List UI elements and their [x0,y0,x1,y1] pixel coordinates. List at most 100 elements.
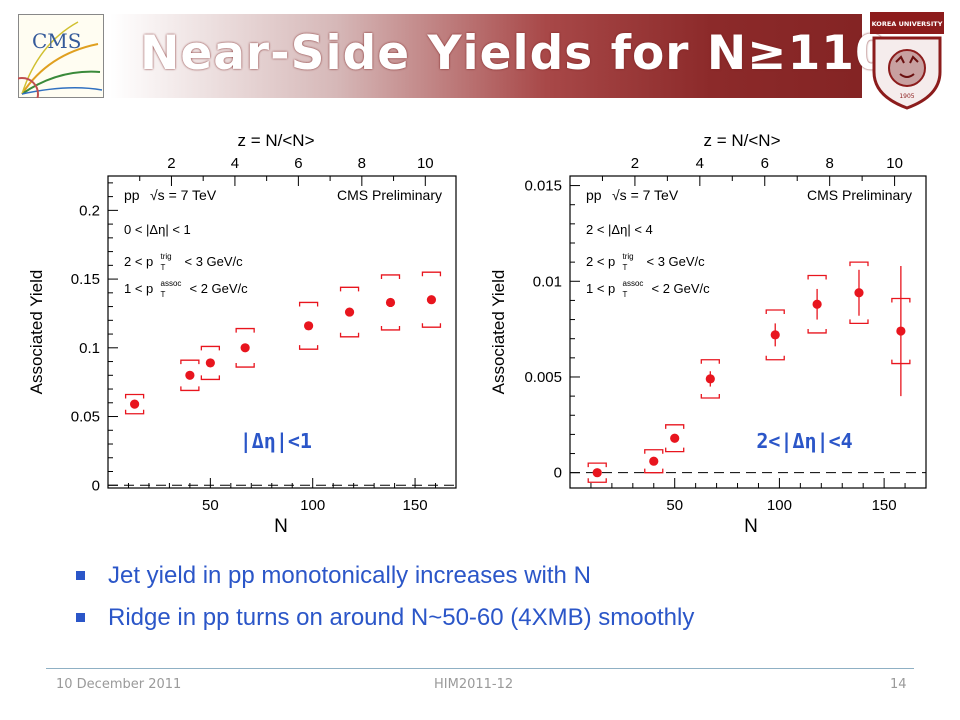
bullet-square-icon [76,571,85,580]
header-text: pp [124,187,140,203]
top-tick-label: 10 [886,155,903,172]
syst-bracket-lower [849,319,869,325]
syst-bracket-lower [587,478,607,483]
top-tick-label: 8 [825,155,833,172]
header-text: pp [586,187,602,203]
y-tick-label: 0.15 [71,271,100,288]
page-title: Near-Side Yields for N≥110 [140,26,889,81]
annotation-text: < 2 GeV/c [190,281,249,296]
header-text: √s = 7 TeV [612,187,679,203]
syst-bracket-lower [765,355,785,361]
data-marker [304,321,314,331]
x-axis-label: N [274,516,288,536]
top-tick-label: 4 [231,155,239,172]
bullet-text: Jet yield in pp monotonically increases … [108,562,591,589]
syst-bracket-upper [665,424,685,429]
data-point [421,271,442,328]
data-marker [344,307,355,317]
top-tick-label: 6 [294,155,302,172]
y-tick-label: 0.01 [533,273,562,290]
annotation-subscript: T [623,290,628,299]
region-label: |Δη|<1 [240,429,312,453]
y-tick-label: 0.2 [79,202,100,219]
cms-logo: CMS [18,14,104,98]
plot-delta-eta-2-4: 50 100 150 N 0 0.005 0.01 0.015 Associated Yield… [489,131,927,536]
data-marker [649,456,659,466]
header-cms-preliminary: CMS Preliminary [807,187,912,203]
syst-bracket-upper [849,261,869,267]
annotation-text: < 2 GeV/c [652,281,711,296]
annotation-delta-eta: 2 < |Δη| < 4 [586,222,653,237]
y-axis-label: Associated Yield [489,270,508,395]
y-tick-label: 0.1 [79,340,100,357]
header-text: √s = 7 TeV [150,187,217,203]
syst-bracket-upper [200,345,221,351]
syst-bracket-upper [587,462,607,468]
top-axis-label: z = N/<N> [703,131,780,150]
syst-bracket-upper [180,359,200,365]
x-tick-label: 100 [767,497,792,514]
syst-bracket-lower [807,328,827,334]
data-marker [854,288,864,298]
syst-bracket-lower [665,447,685,453]
data-marker [770,330,780,340]
syst-bracket-lower [421,323,442,328]
data-point [765,309,785,361]
data-point [807,274,827,334]
data-point [339,286,360,338]
syst-bracket-lower [235,363,255,368]
syst-bracket-lower [200,375,221,381]
x-tick-label: 50 [202,497,219,514]
data-point [200,345,221,381]
data-marker [240,343,250,353]
footer-date: 10 December 2011 [56,677,182,692]
syst-bracket-lower [180,386,200,392]
syst-bracket-upper [380,274,401,279]
x-axis-label: N [744,516,758,536]
data-point [700,359,720,399]
y-tick-label: 0.05 [71,409,100,426]
y-tick-label: 0 [92,477,100,494]
plot-frame [107,175,457,489]
data-marker [185,370,195,380]
x-tick-label: 150 [872,497,897,514]
annotation-text: 2 < p [124,254,153,269]
top-tick-label: 10 [417,155,434,172]
annotation-superscript: trig [161,252,172,261]
y-tick-label: 0.015 [524,178,562,195]
data-marker [205,358,215,368]
data-point [587,462,607,483]
annotation-text: < 3 GeV/c [185,254,244,269]
header-cms-preliminary: CMS Preliminary [337,187,442,203]
data-marker [130,399,140,409]
data-point [665,424,685,453]
syst-bracket-lower [124,409,145,415]
data-marker [592,468,602,478]
data-marker [426,295,437,305]
y-tick-label: 0.005 [524,369,562,386]
top-tick-label: 2 [631,155,639,172]
annotation-text: 1 < p [586,281,615,296]
annotation-subscript: T [161,263,166,272]
plot-delta-eta-0-1: 50 100 150 N 0 0.05 0.1 0.15 0.2 Associated Yield… [27,131,457,536]
annotation-delta-eta: 0 < |Δη| < 1 [124,222,191,237]
data-point [298,301,319,350]
y-tick-label: 0 [554,465,562,482]
data-marker [385,297,396,308]
syst-bracket-upper [339,286,360,292]
data-point [891,265,911,397]
syst-bracket-upper [298,301,319,307]
footer-divider [46,668,914,669]
syst-bracket-upper [807,274,827,280]
korea-logo-year: 1905 [899,93,914,100]
data-marker [896,326,906,336]
annotation-subscript: T [623,263,628,272]
data-marker [670,433,680,443]
annotation-text: 1 < p [124,281,153,296]
top-tick-label: 4 [696,155,704,172]
plot-frame [569,175,927,489]
